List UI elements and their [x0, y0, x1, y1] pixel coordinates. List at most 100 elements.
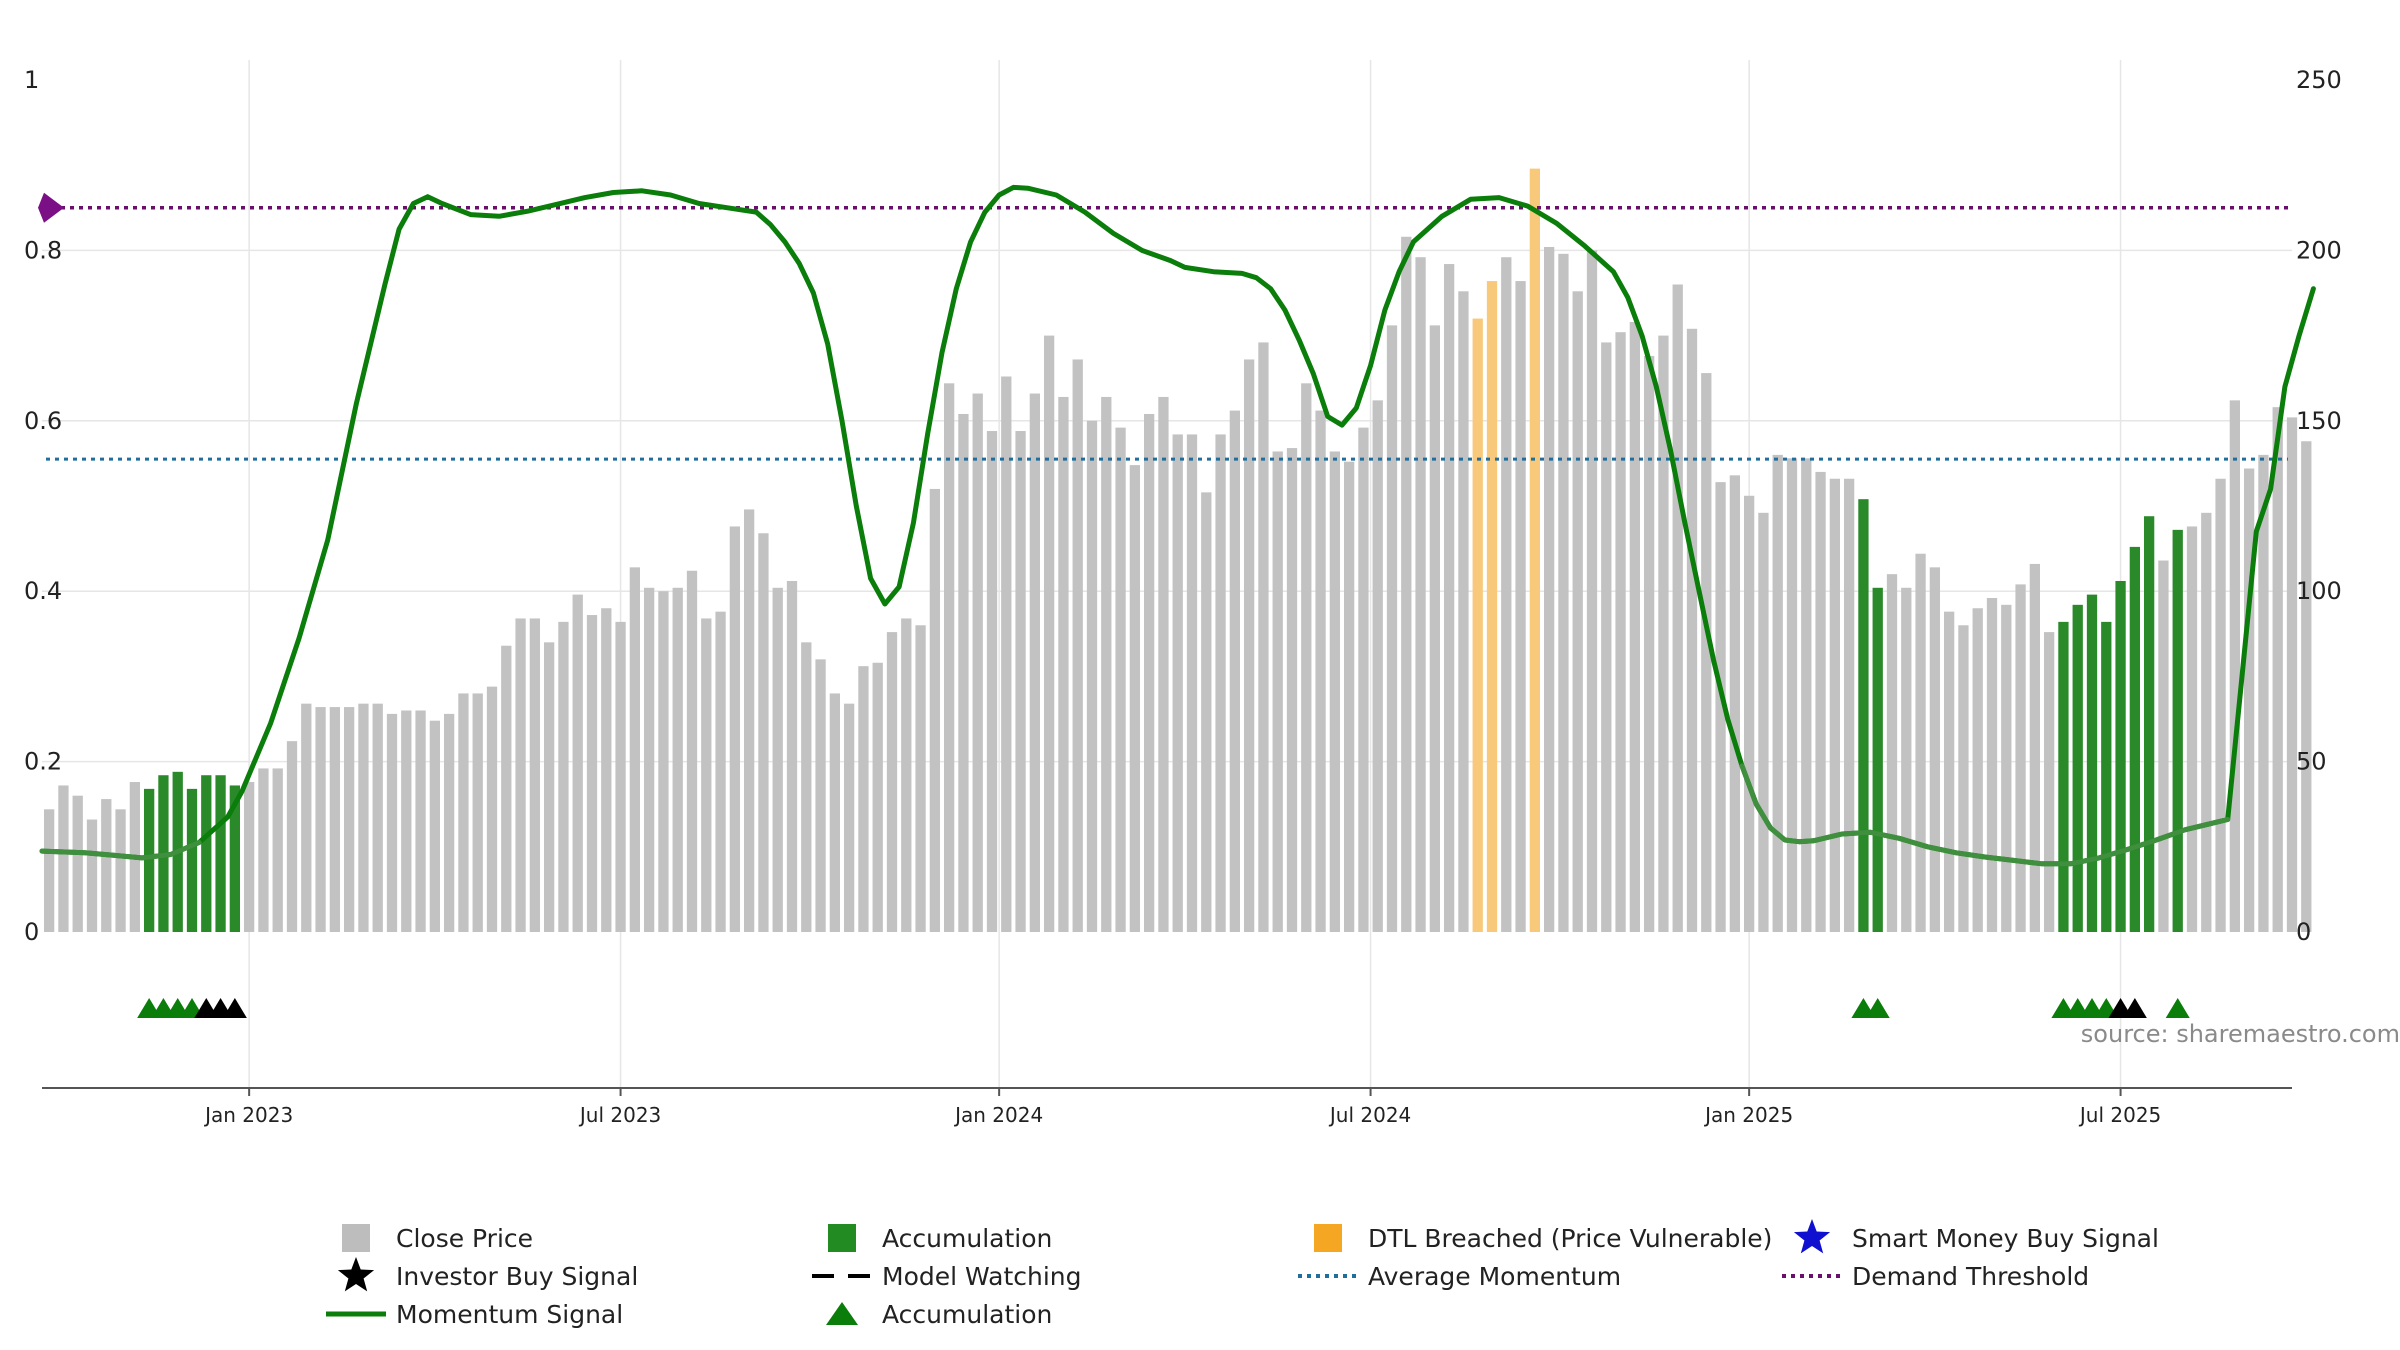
x-tick-label: Jul 2025: [2078, 1103, 2161, 1127]
left-y-tick-label: 0.2: [24, 748, 62, 776]
close-price-bar: [701, 618, 712, 932]
close-price-bar: [1386, 325, 1398, 933]
close-price-bar: [329, 707, 340, 932]
close-price-bar: [1272, 451, 1283, 932]
close-price-bar: [1515, 281, 1526, 932]
dtl-breached-bar: [1472, 318, 1483, 932]
left-y-tick-label: 0.8: [24, 236, 62, 264]
x-tick-label: Jul 2023: [578, 1103, 661, 1127]
legend-square-swatch: [1314, 1224, 1342, 1252]
source-label: source: sharemaestro.com: [2081, 1020, 2400, 1048]
left-y-tick-label: 0.4: [24, 577, 62, 605]
close-price-bar: [486, 686, 498, 932]
legend-star-icon: [1793, 1219, 1831, 1254]
close-price-bar: [1729, 475, 1740, 932]
close-price-bar: [58, 785, 69, 932]
close-price-bar: [2215, 478, 2226, 932]
close-price-bar: [1344, 461, 1355, 932]
close-price-bar: [1172, 434, 1183, 932]
close-price-bar: [258, 768, 269, 932]
left-y-tick-label: 1: [24, 66, 39, 94]
close-price-bar: [844, 703, 855, 932]
accumulation-bar: [229, 785, 240, 932]
legend-star-icon: [337, 1257, 375, 1292]
close-price-bar: [2201, 512, 2212, 932]
close-price-bar: [2015, 584, 2026, 932]
close-price-bar: [829, 693, 840, 932]
legend-item: Momentum Signal: [326, 1300, 623, 1329]
close-price-bar: [515, 618, 526, 932]
close-price-bar: [1258, 342, 1269, 932]
close-price-bar: [744, 509, 755, 932]
close-price-bar: [1901, 587, 1912, 932]
close-price-bar: [501, 645, 512, 932]
legend-item: Investor Buy Signal: [337, 1257, 638, 1292]
momentum-signal-line-faded: [1739, 763, 2231, 867]
close-price-bar: [2258, 454, 2269, 932]
accumulation-bar: [186, 788, 198, 932]
close-price-bar: [1686, 328, 1698, 932]
accumulation-bar: [2101, 621, 2112, 932]
close-price-bar: [1844, 478, 1855, 932]
close-price-bar: [1658, 335, 1669, 933]
close-price-bar: [1701, 373, 1712, 932]
close-price-bar: [858, 666, 869, 932]
close-price-bar: [1786, 458, 1798, 932]
close-price-bar: [1101, 396, 1112, 933]
legend-label: Accumulation: [882, 1224, 1052, 1253]
close-price-bar: [772, 587, 783, 932]
close-price-bar: [1372, 400, 1383, 932]
accumulation-bar: [215, 775, 226, 932]
investor-buy-signal-marker: [2122, 998, 2147, 1018]
accumulation-bar: [2172, 529, 2183, 932]
close-price-bar: [1986, 598, 1998, 932]
close-price-bar: [1444, 264, 1455, 933]
legend-label: Investor Buy Signal: [396, 1262, 638, 1291]
close-price-bar: [972, 393, 983, 932]
close-price-bar: [1829, 478, 1840, 932]
close-price-bar: [1115, 427, 1126, 932]
price-bars: [44, 168, 2312, 933]
accumulation-bar: [2144, 516, 2155, 932]
threshold-diamond-marker: [38, 192, 64, 223]
close-price-bar: [2029, 563, 2040, 932]
close-price-bar: [672, 587, 683, 932]
close-price-bar: [1029, 393, 1040, 932]
left-y-tick-label: 0.6: [24, 407, 62, 435]
close-price-bar: [915, 625, 926, 932]
close-price-bar: [1972, 608, 1983, 932]
dtl-breached-bar: [1486, 281, 1498, 932]
close-price-bar: [544, 642, 555, 932]
close-price-bar: [1429, 325, 1440, 933]
close-price-bar: [244, 782, 255, 932]
close-price-bar: [101, 799, 112, 932]
close-price-bar: [344, 707, 355, 932]
close-price-bar: [1158, 396, 1169, 933]
right-y-tick-label: 200: [2296, 236, 2342, 264]
close-price-bar: [1301, 383, 1312, 932]
close-price-bar: [1044, 335, 1055, 933]
accumulation-triangle: [2165, 998, 2190, 1018]
signal-markers: [137, 998, 2190, 1018]
close-price-bar: [1815, 471, 1826, 932]
close-price-bar: [472, 693, 483, 932]
legend-item: Accumulation: [826, 1300, 1052, 1329]
right-y-tick-label: 100: [2296, 577, 2342, 605]
close-price-bar: [44, 809, 55, 932]
close-price-bar: [815, 659, 826, 932]
legend-label: Average Momentum: [1368, 1262, 1621, 1291]
close-price-bar: [1415, 257, 1426, 932]
close-price-bar: [872, 662, 883, 932]
close-price-bar: [1358, 427, 1369, 932]
close-price-bar: [886, 632, 898, 932]
legend-triangle-icon: [826, 1302, 858, 1325]
close-price-bar: [1744, 495, 1755, 932]
close-price-bar: [601, 608, 612, 932]
legend-item: Accumulation: [828, 1224, 1052, 1253]
close-price-bar: [1715, 482, 1726, 932]
close-price-bar: [272, 768, 283, 932]
x-tick-label: Jan 2025: [1703, 1103, 1793, 1127]
legend-label: Accumulation: [882, 1300, 1052, 1329]
close-price-bar: [1601, 342, 1612, 932]
close-price-bar: [1215, 434, 1226, 932]
